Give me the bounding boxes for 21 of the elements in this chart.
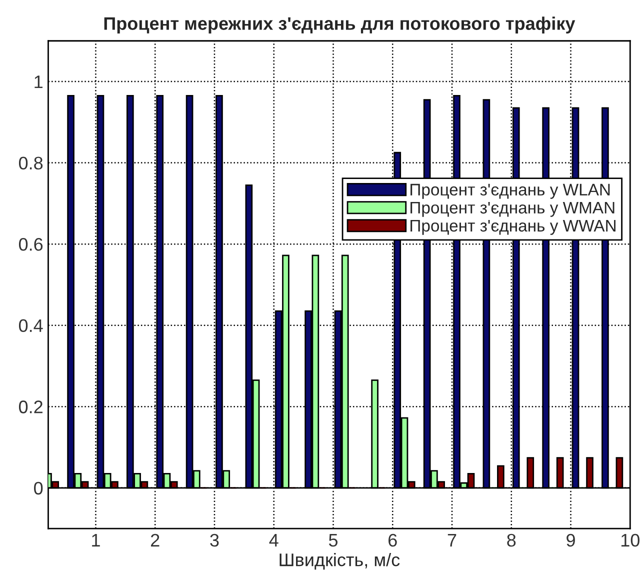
y-tick-label: 0.4 xyxy=(18,319,43,332)
x-tick-label: 6 xyxy=(388,534,397,547)
x-tick-label: 3 xyxy=(210,534,219,547)
x-tick-label: 10 xyxy=(621,534,640,547)
legend-label: Процент з'єднань у WMAN xyxy=(410,202,614,217)
x-axis-title: Швидкість, м/с xyxy=(280,552,400,570)
x-tick-label: 9 xyxy=(566,534,575,547)
y-tick-label: 0.2 xyxy=(18,400,42,414)
legend-label: Процент з'єднань у WLAN xyxy=(410,184,610,199)
x-tick-label: 2 xyxy=(150,534,160,546)
y-tick-label: 0.8 xyxy=(18,156,43,170)
x-tick-label: 7 xyxy=(448,534,456,546)
x-tick-label: 5 xyxy=(328,534,338,547)
y-tick-label: 1 xyxy=(34,76,42,88)
y-tick-label: 0.6 xyxy=(18,238,43,251)
x-tick-label: 4 xyxy=(269,534,278,546)
chart-title: Процент мережних з'єднань для потокового трафіку xyxy=(104,16,576,34)
y-tick-label: 0 xyxy=(34,482,43,495)
x-tick-label: 8 xyxy=(507,534,516,547)
legend-label: Процент з'єднань у WWAN xyxy=(410,220,616,235)
x-tick-label: 1 xyxy=(92,534,100,546)
